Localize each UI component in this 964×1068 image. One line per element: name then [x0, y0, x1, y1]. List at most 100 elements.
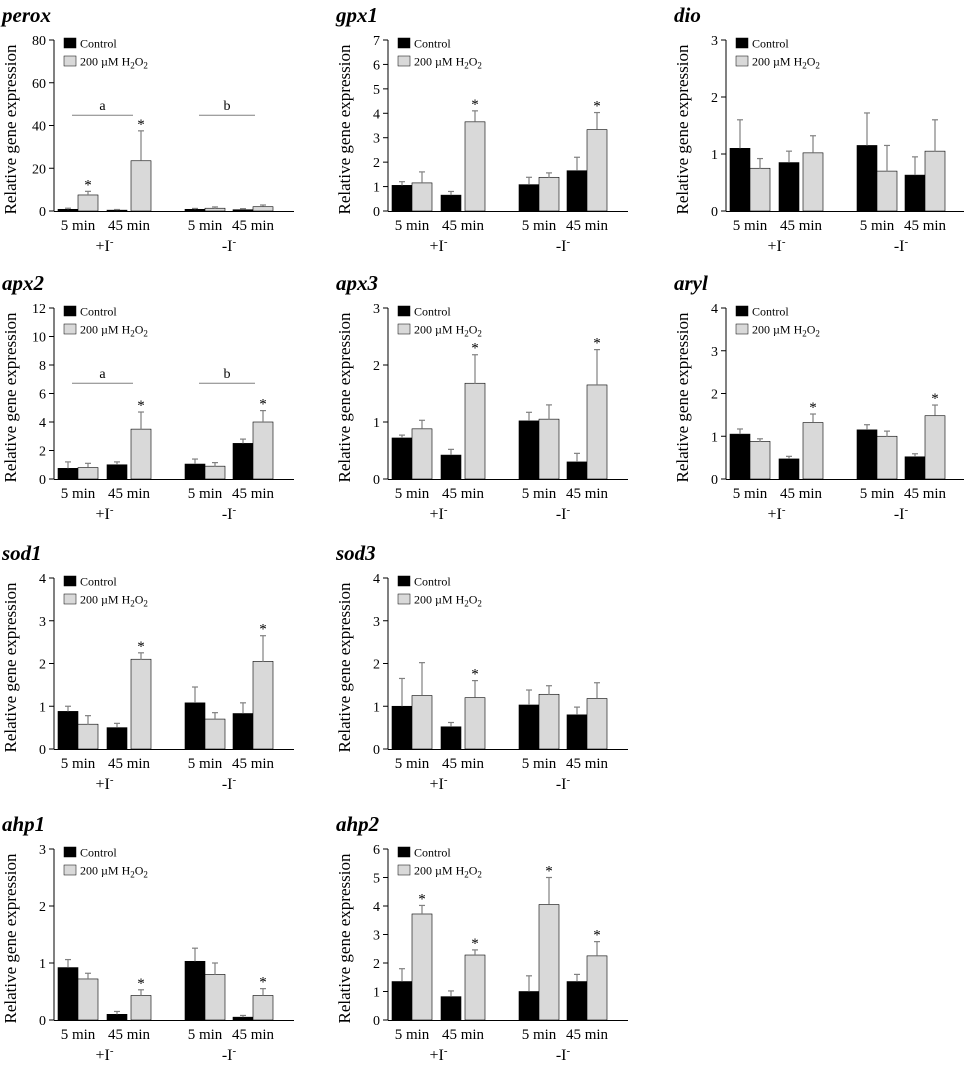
x-group-label: -I-: [556, 774, 571, 793]
legend-label-treated: 200 µM H2O2: [414, 864, 482, 880]
legend-label-control: Control: [80, 846, 117, 860]
y-axis-label: Relative gene expression: [1, 44, 20, 214]
panel-ahp2: ahp2 0 1 2 3 4 5 6 Relative gene expression Contr…: [335, 812, 628, 1064]
bar-treated: [464, 382, 486, 480]
bar-control: [729, 148, 751, 212]
x-category-label: 5 min: [188, 756, 223, 772]
x-group-label: +I-: [429, 774, 447, 793]
bar-control: [391, 705, 413, 750]
panel-apx3: apx3 0 1 2 3 Relative gene expression Control 2…: [335, 271, 628, 523]
bar-treated: [204, 974, 226, 1021]
legend-swatch-treated: [735, 323, 749, 335]
y-tick-label: 1: [39, 700, 46, 715]
x-category-label: 45 min: [566, 486, 609, 502]
x-category-label: 45 min: [780, 218, 823, 234]
bar-control: [106, 1013, 128, 1021]
legend-swatch-treated: [397, 864, 411, 876]
legend-label-treated: 200 µM H2O2: [414, 55, 482, 71]
y-axis-label: Relative gene expression: [673, 44, 692, 214]
y-tick-label: 0: [373, 1014, 380, 1029]
x-category-label: 5 min: [522, 486, 557, 502]
y-tick-label: 2: [373, 658, 380, 673]
panel-title: apx2: [2, 271, 45, 295]
legend-label-control: Control: [80, 37, 117, 51]
x-category-label: 45 min: [108, 486, 151, 502]
bar-control: [106, 464, 128, 480]
x-group-label: -I-: [556, 1045, 571, 1063]
y-tick-label: 0: [711, 205, 718, 220]
x-category-label: 45 min: [232, 756, 275, 772]
bar-control: [778, 162, 800, 212]
x-category-label: 45 min: [566, 1027, 609, 1043]
legend-label-treated: 200 µM H2O2: [80, 55, 148, 71]
bar-treated: [252, 995, 274, 1021]
legend-label-treated: 200 µM H2O2: [752, 55, 820, 71]
bar-control: [184, 208, 206, 212]
legend-swatch-control: [63, 305, 77, 317]
bar-treated: [130, 428, 152, 480]
x-category-label: 45 min: [232, 486, 275, 502]
bar-control: [440, 996, 462, 1021]
y-tick-label: 3: [373, 302, 380, 317]
bar-control: [391, 185, 413, 212]
bar-control: [856, 429, 878, 480]
x-category-label: 45 min: [232, 1027, 275, 1043]
y-tick-label: 1: [711, 148, 718, 163]
significance-star: *: [809, 400, 817, 416]
significance-star: *: [471, 341, 479, 357]
bar-treated: [252, 421, 274, 480]
bar-control: [232, 1016, 254, 1021]
legend-swatch-control: [397, 575, 411, 587]
y-tick-label: 1: [373, 986, 380, 1001]
x-category-label: 5 min: [522, 756, 557, 772]
x-category-label: 45 min: [108, 218, 151, 234]
significance-star: *: [593, 928, 601, 944]
y-tick-label: 0: [39, 743, 46, 758]
bar-treated: [876, 170, 898, 212]
y-tick-label: 1: [39, 957, 46, 972]
legend-swatch-control: [397, 846, 411, 858]
x-group-label: +I-: [95, 774, 113, 793]
panel-title: dio: [674, 3, 701, 27]
y-tick-label: 80: [32, 34, 46, 49]
y-tick-label: 6: [373, 58, 380, 73]
x-category-label: 5 min: [188, 1027, 223, 1043]
x-category-label: 5 min: [733, 486, 768, 502]
legend-label-control: Control: [414, 575, 451, 589]
bar-control: [232, 713, 254, 750]
bar-treated: [876, 435, 898, 480]
legend-label-treated: 200 µM H2O2: [752, 323, 820, 339]
x-category-label: 5 min: [522, 1027, 557, 1043]
x-group-label: -I-: [556, 504, 571, 523]
significance-letter: a: [99, 99, 106, 114]
y-axis-label: Relative gene expression: [335, 582, 354, 752]
significance-star: *: [259, 975, 267, 991]
panel-aryl: aryl 0 1 2 3 4 Relative gene expression Control…: [673, 271, 964, 523]
x-category-label: 5 min: [860, 486, 895, 502]
significance-star: *: [593, 336, 601, 352]
x-group-label: -I-: [222, 236, 237, 255]
y-tick-label: 2: [373, 156, 380, 171]
x-category-label: 45 min: [566, 756, 609, 772]
y-tick-label: 0: [373, 205, 380, 220]
y-tick-label: 2: [39, 658, 46, 673]
legend-swatch-treated: [63, 323, 77, 335]
legend-swatch-treated: [397, 323, 411, 335]
x-category-label: 5 min: [860, 218, 895, 234]
bar-control: [518, 420, 540, 480]
y-tick-label: 4: [39, 572, 46, 587]
x-group-label: -I-: [222, 504, 237, 523]
y-axis-label: Relative gene expression: [673, 312, 692, 482]
bar-control: [391, 981, 413, 1021]
bar-control: [518, 184, 540, 212]
y-tick-label: 2: [39, 445, 46, 460]
x-category-label: 45 min: [780, 486, 823, 502]
y-tick-label: 4: [39, 416, 46, 431]
bar-control: [106, 727, 128, 750]
bar-treated: [538, 693, 560, 750]
bar-treated: [538, 904, 560, 1021]
y-tick-label: 1: [373, 700, 380, 715]
bar-treated: [130, 160, 152, 212]
y-tick-label: 1: [373, 181, 380, 196]
